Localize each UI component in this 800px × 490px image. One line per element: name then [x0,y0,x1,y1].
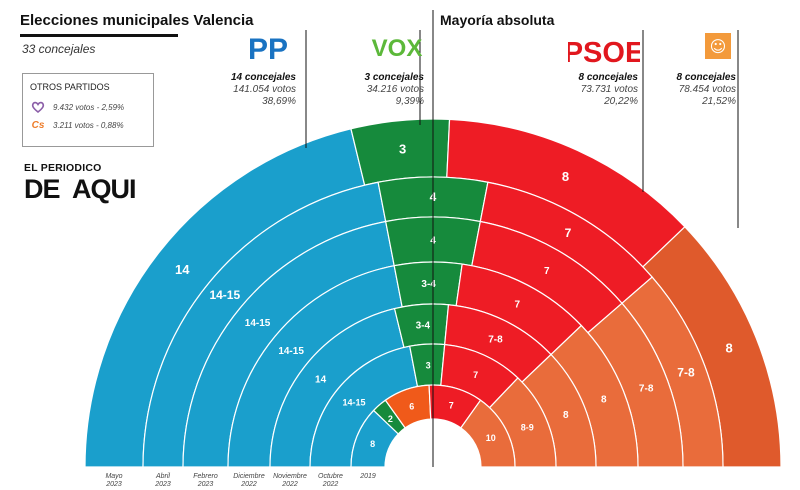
cs-logo-icon: Cs [31,119,45,131]
segment-label-pp-ring-1: 14-15 [209,288,240,302]
ring-month-label-4: Noviembre [273,473,307,480]
ring-year-label-1: 2023 [154,481,171,488]
ring-month-label-2: Febrero [193,473,218,480]
segment-label-pp-ring-6: 8 [370,439,375,449]
others-row-heart: 9.432 votos - 2,59% [31,100,124,114]
segment-label-cs-ring-6: 6 [409,402,414,412]
segment-label-vox-ring-3: 3-4 [421,279,436,290]
segment-label-psoe-ring-4: 7-8 [488,334,503,345]
segment-label-pp-ring-2: 14-15 [245,318,271,329]
segment-label-pp-ring-0: 14 [175,262,190,277]
psoe-seats: 8 concejales [578,72,638,83]
vox-seats: 3 concejales [364,72,424,83]
segment-label-comprom-s-ring-4: 8 [563,410,569,421]
ring-year-label-2: 2023 [197,481,214,488]
vox-pct: 9,39% [395,96,424,107]
ring-year-label-6: 2019 [359,473,376,480]
pp-seats: 14 concejales [230,72,296,83]
chart-labels: 14388Mayo202314-15477-8Abril202314-15477… [105,141,733,488]
segment-label-comprom-s-ring-6: 10 [486,433,496,443]
pp-logo: PP [243,32,293,71]
others-title: OTROS PARTIDOS [30,82,110,92]
ring-year-label-4: 2022 [281,481,298,488]
segment-label-comprom-s-ring-2: 7-8 [639,383,654,394]
majority-label: Mayoría absoluta [440,12,555,28]
psoe-summary: 8 concejales 73.731 votos 20,22% [546,72,638,108]
compromis-votes: 78.454 votos [678,84,736,95]
vox-votes: 34.216 votos [366,84,424,95]
publisher-logo-aqui: AQUI [72,174,136,204]
segment-label-vox-ring-4: 3-4 [416,320,431,331]
compromis-logo: ☺ [705,33,731,64]
segment-label-pp-ring-3: 14-15 [278,346,304,357]
heart-icon [31,100,45,114]
segment-label-vox-ring-0: 3 [399,141,406,156]
segment-label-comprom-s-ring-1: 7-8 [677,366,695,380]
vox-logo: VOX [368,33,426,68]
pp-summary: 14 concejales 141.054 votos 38,69% [206,72,296,108]
segment-label-pp-ring-4: 14 [315,375,327,386]
segment-label-comprom-s-ring-0: 8 [726,340,733,355]
pp-votes: 141.054 votos [233,84,296,95]
publisher-logo-top: EL PERIODICO [24,162,102,174]
pp-pct: 38,69% [262,96,296,107]
title-underline [20,34,178,37]
others-row-text: 9.432 votos - 2,59% [53,102,125,112]
psoe-votes: 73.731 votos [580,84,638,95]
segment-label-vox-ring-6: 2 [388,414,393,424]
others-row-text: 3.211 votos - 0,88% [53,120,124,130]
segment-comprom-s-ring-6 [460,399,516,468]
segment-label-psoe-ring-0: 8 [562,169,569,184]
chart-subtitle: 33 concejales [22,42,96,56]
publisher-logo: DE AQUI [24,174,137,205]
ring-year-label-3: 2022 [240,481,257,488]
ring-month-label-1: Abril [155,473,170,480]
psoe-pct: 20,22% [604,96,638,107]
chart-rings [84,118,782,468]
segment-label-psoe-ring-1: 7 [565,226,572,240]
compromis-seats: 8 concejales [676,72,736,83]
others-row-cs: Cs 3.211 votos - 0,88% [31,118,124,132]
others-legend: OTROS PARTIDOS 9.432 votos - 2,59% Cs 3.… [22,73,154,147]
segment-label-comprom-s-ring-3: 8 [601,395,607,406]
segment-label-comprom-s-ring-5: 8-9 [521,423,534,433]
ring-month-label-0: Mayo [105,473,122,480]
pp-logo-text: PP [248,33,288,66]
segment-label-pp-ring-5: 14-15 [342,398,365,408]
compromis-pct: 21,52% [702,96,736,107]
ring-year-label-0: 2023 [105,481,122,488]
psoe-logo: PSOE [564,33,645,72]
segment-label-vox-ring-5: 3 [426,361,431,371]
segment-label-psoe-ring-2: 7 [544,266,550,277]
segment-label-psoe-ring-6: 7 [449,401,454,411]
chart-title: Elecciones municipales Valencia [20,12,254,29]
vox-summary: 3 concejales 34.216 votos 9,39% [332,72,424,108]
vox-logo-text: VOX [372,35,423,62]
ring-month-label-5: Octubre [318,473,343,480]
psoe-logo-text: PSOE [568,37,640,67]
ring-year-label-5: 2022 [322,481,339,488]
ring-month-label-3: Diciembre [233,473,265,480]
segment-label-psoe-ring-5: 7 [473,370,478,380]
compromis-summary: 8 concejales 78.454 votos 21,52% [644,72,736,108]
segment-label-psoe-ring-3: 7 [515,299,521,310]
compromis-logo-text: ☺ [710,37,727,56]
publisher-logo-de: DE [24,174,61,204]
